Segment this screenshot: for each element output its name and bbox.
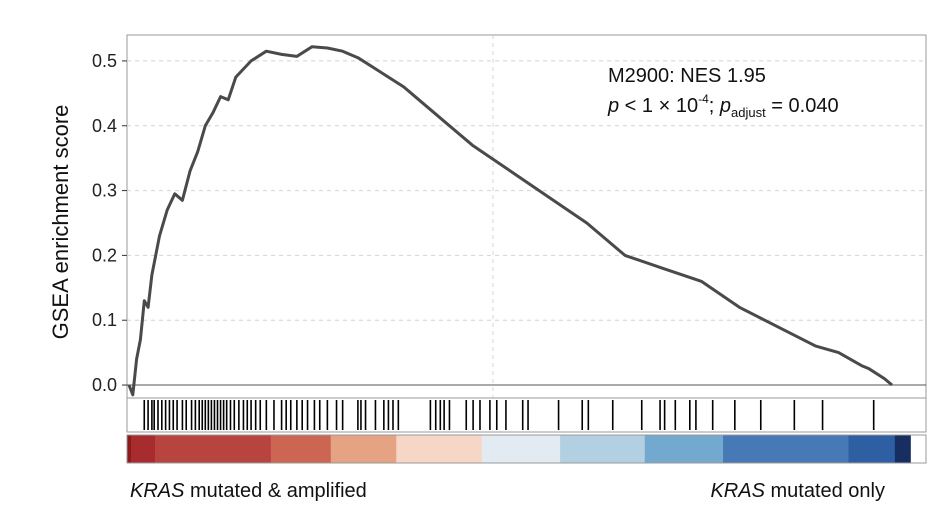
heatbar-segment bbox=[127, 435, 132, 463]
heatbar-frame bbox=[126, 434, 927, 464]
heatbar-segment bbox=[330, 435, 397, 463]
y-tick-label: 0.3 bbox=[92, 181, 117, 201]
padj-value: = 0.040 bbox=[766, 95, 839, 117]
y-tick-label: 0.2 bbox=[92, 245, 117, 265]
ranking-heatbar bbox=[127, 435, 935, 463]
plot-panel bbox=[126, 34, 927, 399]
y-tick-label: 0.0 bbox=[92, 375, 117, 395]
annotation-separator: ; bbox=[709, 95, 720, 117]
footer-left-label: KRAS mutated & amplified bbox=[130, 480, 367, 502]
padj-symbol: p bbox=[719, 95, 731, 117]
y-axis: 0.0 0.1 0.2 0.3 0.4 0.5 bbox=[92, 51, 127, 395]
annotation-line-2: p < 1 × 10-4; padjust = 0.040 bbox=[607, 92, 839, 120]
series-group bbox=[127, 45, 893, 397]
heatbar-segment bbox=[270, 435, 332, 463]
enrichment-line bbox=[127, 45, 893, 397]
heatbar-segment bbox=[723, 435, 849, 463]
y-axis-label: GSEA enrichment score bbox=[48, 105, 73, 340]
footer-left-gene: KRAS bbox=[130, 480, 185, 502]
footer-left-text: mutated & amplified bbox=[184, 480, 366, 502]
heatbar-segment bbox=[154, 435, 272, 463]
heatbar-segment bbox=[130, 435, 156, 463]
y-tick-label: 0.1 bbox=[92, 310, 117, 330]
padj-subscript: adjust bbox=[731, 105, 766, 120]
heatbar-segment bbox=[910, 435, 935, 463]
footer-right-gene: KRAS bbox=[710, 480, 765, 502]
p-symbol: p bbox=[607, 95, 619, 117]
annotation-line-1: M2900: NES 1.95 bbox=[608, 65, 766, 87]
footer-right-label: KRAS mutated only bbox=[710, 480, 885, 502]
heatbar-segment bbox=[560, 435, 646, 463]
y-tick-label: 0.4 bbox=[92, 116, 117, 136]
heatbar-segment bbox=[481, 435, 561, 463]
heatbar-segment bbox=[644, 435, 724, 463]
grid-lines bbox=[127, 35, 926, 398]
heatbar-segment bbox=[848, 435, 896, 463]
p-exponent: -4 bbox=[698, 92, 709, 106]
footer-right-text: mutated only bbox=[765, 480, 885, 502]
y-tick-label: 0.5 bbox=[92, 51, 117, 71]
hit-marks bbox=[143, 400, 875, 430]
p-text: < 1 × 10 bbox=[619, 95, 698, 117]
heatbar-segment bbox=[894, 435, 912, 463]
heatbar-segment bbox=[396, 435, 483, 463]
